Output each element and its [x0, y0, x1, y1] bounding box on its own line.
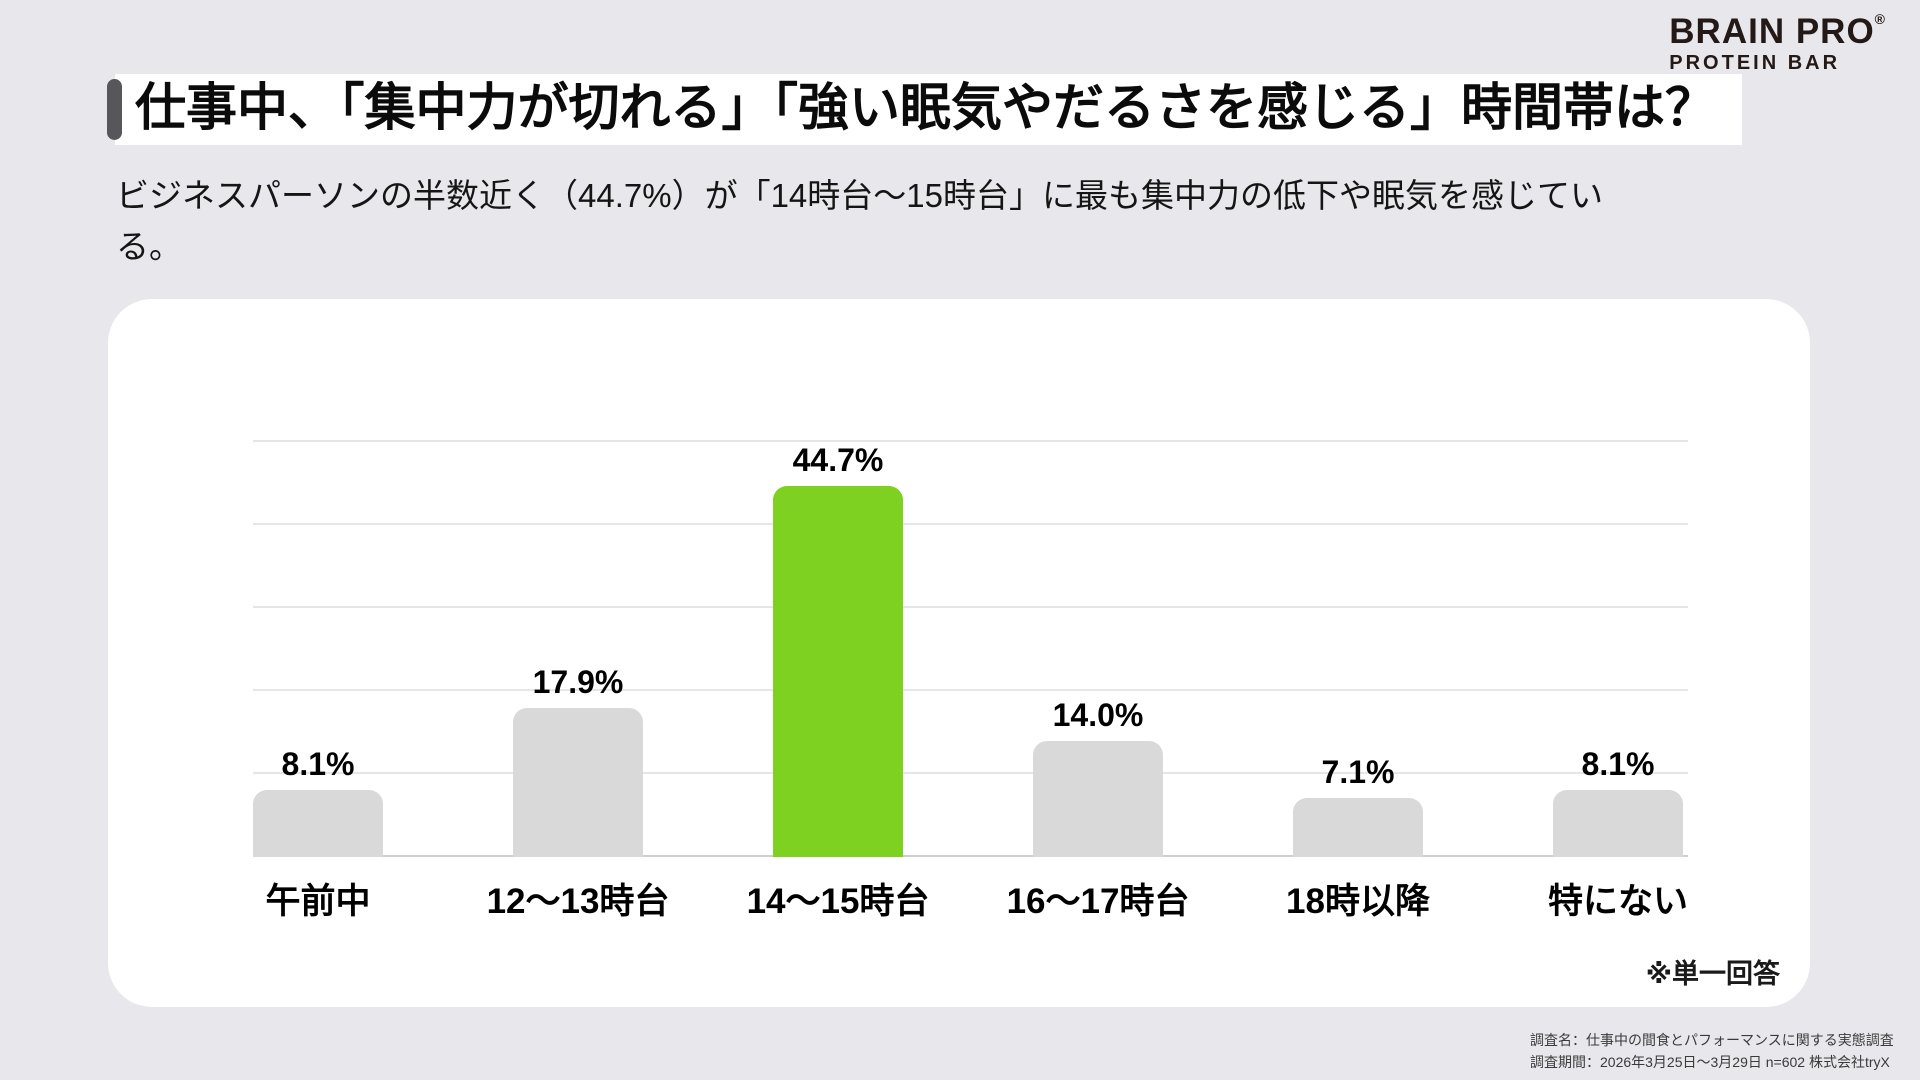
bar-group: 8.1% 午前中: [188, 442, 448, 921]
bar-value-label: 44.7%: [792, 442, 884, 478]
gridline-30: [253, 606, 1688, 608]
bar-value-label: 8.1%: [281, 745, 355, 782]
gridline-20: [253, 689, 1688, 691]
bar-x-label: 18時以降: [1286, 882, 1430, 921]
bar-x-label: 特にない: [1547, 882, 1688, 921]
chart-bars: 8.1% 午前中 17.9% 12〜13時台 44.7% 14〜15時台 14.0% 16〜1…: [188, 442, 1748, 921]
bar-x-label: 14〜15時台: [746, 882, 930, 921]
survey-period: 調査期間：2026年3月25日〜3月29日 n=602 株式会社tryX: [1530, 1054, 1890, 1071]
bar-group: 17.9% 12〜13時台: [448, 442, 708, 921]
x-axis-baseline: [253, 855, 1688, 857]
bar-group: 44.7% 14〜15時台: [708, 442, 968, 921]
bar-value-label: 7.1%: [1321, 754, 1395, 791]
bar-group: 8.1% 特にない: [1488, 442, 1748, 921]
bar-group: 14.0% 16〜17時台: [968, 442, 1228, 921]
bar-value-label: 17.9%: [532, 664, 624, 701]
chart-card: 8.1% 午前中 17.9% 12〜13時台 44.7% 14〜15時台 14.0% 16〜1…: [108, 299, 1810, 1007]
bar: [1553, 789, 1683, 857]
bar-value-label: 14.0%: [1052, 696, 1144, 733]
gridline-40: [253, 523, 1688, 525]
chart-gridlines: [253, 440, 1688, 857]
bar-x-label: 12〜13時台: [486, 882, 670, 921]
survey-name: 調査名：仕事中の間食とパフォーマンスに関する実態調査: [1530, 1032, 1894, 1048]
bar: [513, 708, 643, 857]
survey-footer: 調査名：仕事中の間食とパフォーマンスに関する実態調査 調査期間：2026年3月2…: [1530, 1029, 1894, 1074]
bar: [1033, 740, 1163, 857]
bar: [1293, 798, 1423, 857]
bar-group: 7.1% 18時以降: [1228, 442, 1488, 921]
bar-value-label: 8.1%: [1581, 745, 1655, 782]
brand-subname: PROTEIN BAR: [1669, 51, 1841, 74]
title-accent-bar: [107, 79, 122, 141]
brand-logo: BRAIN PRO® PROTEIN BAR: [1669, 11, 1886, 75]
chart-note: ※単一回答: [1645, 959, 1780, 989]
bar-x-label: 16〜17時台: [1006, 882, 1190, 921]
gridline-10: [253, 772, 1688, 774]
bar-chart: 8.1% 午前中 17.9% 12〜13時台 44.7% 14〜15時台 14.0% 16〜1…: [188, 440, 1748, 921]
page-title: 仕事中、「集中力が切れる」「強い眠気やだるさを感じる」時間帯は？: [135, 79, 1717, 136]
bar: [253, 789, 383, 857]
bar: [773, 486, 903, 857]
page-title-band: 仕事中、「集中力が切れる」「強い眠気やだるさを感じる」時間帯は？: [107, 74, 1743, 146]
gridline-50: [253, 440, 1688, 442]
registered-trademark-icon: ®: [1874, 11, 1886, 27]
brand-name-text: BRAIN PRO: [1669, 12, 1875, 51]
brand-name: BRAIN PRO®: [1669, 11, 1886, 51]
lead-text: ビジネスパーソンの半数近く（44.7%）が「14時台〜15時台」に最も集中力の低…: [116, 177, 1603, 266]
bar-x-label: 午前中: [265, 882, 371, 921]
